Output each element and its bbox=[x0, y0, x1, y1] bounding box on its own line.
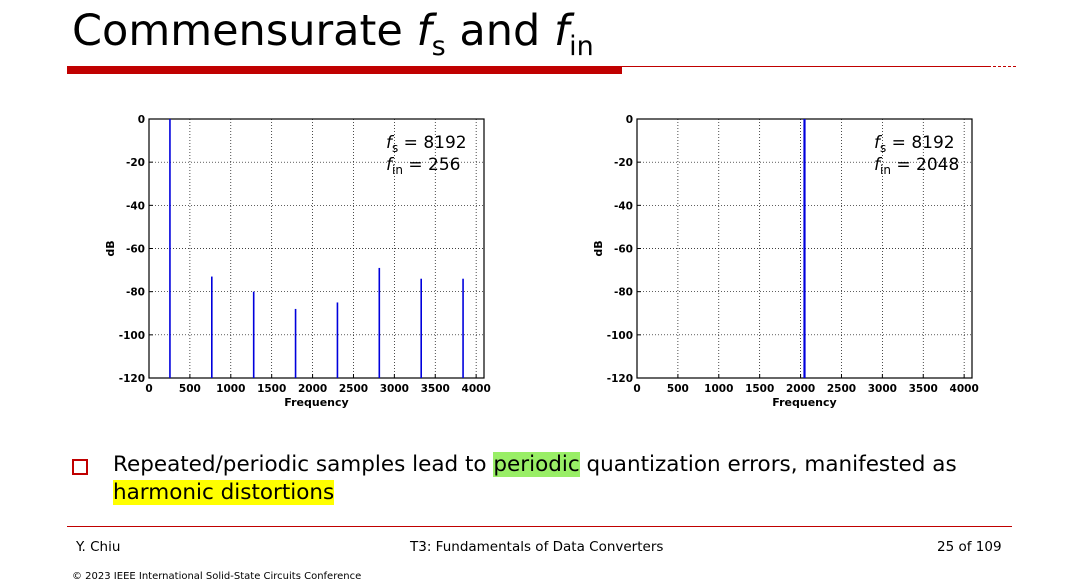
chart1-y-tick-label-1: -20 bbox=[614, 157, 633, 169]
title-subscript-s: s bbox=[431, 31, 446, 62]
chart0-annotation-fin: fin = 256 bbox=[386, 155, 460, 177]
chart0-y-tick-label-2: -40 bbox=[126, 200, 145, 212]
chart1-x-tick-label-7: 3500 bbox=[909, 383, 938, 395]
chart0-y-tick-label-6: -120 bbox=[119, 373, 145, 385]
chart0-x-tick-label-0: 0 bbox=[145, 383, 152, 395]
title-f-symbol-1: f bbox=[416, 6, 432, 56]
chart0-x-tick-label-6: 3000 bbox=[380, 383, 409, 395]
highlight-periodic: periodic bbox=[493, 452, 580, 477]
chart0-x-tick-label-4: 2000 bbox=[298, 383, 327, 395]
chart1-x-tick-label-6: 3000 bbox=[868, 383, 897, 395]
footer-copyright: © 2023 IEEE International Solid-State Ci… bbox=[72, 571, 362, 582]
chart0-x-tick-label-7: 3500 bbox=[421, 383, 450, 395]
title-prefix: Commensurate bbox=[72, 6, 417, 56]
chart0-x-axis-label: Frequency bbox=[284, 396, 348, 409]
highlight-harmonic-distortions: harmonic distortions bbox=[113, 480, 335, 505]
chart0-x-tick-label-8: 4000 bbox=[462, 383, 491, 395]
chart0-y-tick-label-0: 0 bbox=[138, 115, 145, 126]
chart1-x-tick-label-0: 0 bbox=[633, 383, 640, 395]
chart1-y-tick-label-0: 0 bbox=[626, 115, 633, 126]
chart0-y-tick-label-1: -20 bbox=[126, 157, 145, 169]
slide-title: Commensurate fs and fin bbox=[72, 6, 594, 62]
chart0-y-axis-label: dB bbox=[104, 240, 117, 256]
chart0-y-tick-label-4: -80 bbox=[126, 287, 145, 299]
title-underline-dash bbox=[988, 66, 1016, 67]
chart1-y-tick-label-5: -100 bbox=[607, 330, 633, 342]
chart1-annotation-fin: fin = 2048 bbox=[874, 155, 959, 177]
chart0-x-tick-label-5: 2500 bbox=[339, 383, 368, 395]
spectrum-chart-left: 0 500 1000 1500 2000 2500 3000 3500 4000 0 -20 -40 -… bbox=[104, 115, 491, 409]
footer-divider bbox=[67, 526, 1012, 527]
chart1-y-axis-label: dB bbox=[592, 240, 605, 256]
chart0-y-tick-label-3: -60 bbox=[126, 244, 145, 256]
chart1-y-tick-label-2: -40 bbox=[614, 200, 633, 212]
chart1-x-tick-label-8: 4000 bbox=[950, 383, 979, 395]
bullet-text: Repeated/periodic samples lead to period… bbox=[113, 451, 1033, 507]
chart1-x-tick-label-2: 1000 bbox=[704, 383, 733, 395]
chart1-x-tick-label-1: 500 bbox=[667, 383, 689, 395]
footer-course: T3: Fundamentals of Data Converters bbox=[410, 539, 664, 555]
chart1-x-axis-label: Frequency bbox=[772, 396, 836, 409]
title-f-symbol-2: f bbox=[553, 6, 570, 56]
chart1-x-tick-label-3: 1500 bbox=[745, 383, 774, 395]
chart1-annotation-fs: fs = 8192 bbox=[874, 133, 955, 155]
spectrum-chart-right: 0 500 1000 1500 2000 2500 3000 3500 4000 0 -20 -40 -… bbox=[592, 115, 979, 409]
chart0-x-tick-label-1: 500 bbox=[179, 383, 201, 395]
chart0-x-tick-label-3: 1500 bbox=[257, 383, 286, 395]
footer-author: Y. Chiu bbox=[76, 539, 121, 555]
chart1-x-tick-label-5: 2500 bbox=[827, 383, 856, 395]
title-underline-bar bbox=[67, 66, 622, 74]
bullet-text-start: Repeated/periodic samples lead to bbox=[113, 452, 494, 477]
footer-page-number: 25 of 109 bbox=[937, 539, 1002, 555]
chart1-y-tick-label-6: -120 bbox=[607, 373, 633, 385]
bullet-text-middle: quantization errors, manifested as bbox=[579, 452, 957, 477]
chart1-y-tick-label-3: -60 bbox=[614, 244, 633, 256]
chart0-y-tick-label-5: -100 bbox=[119, 330, 145, 342]
chart0-annotation-fs: fs = 8192 bbox=[386, 133, 467, 155]
chart1-y-tick-label-4: -80 bbox=[614, 287, 633, 299]
bullet-square-icon bbox=[72, 459, 88, 475]
title-subscript-in: in bbox=[569, 31, 594, 62]
chart0-x-tick-label-2: 1000 bbox=[216, 383, 245, 395]
title-underline-line bbox=[622, 66, 988, 67]
title-and: and bbox=[445, 6, 554, 56]
chart1-x-tick-label-4: 2000 bbox=[786, 383, 815, 395]
